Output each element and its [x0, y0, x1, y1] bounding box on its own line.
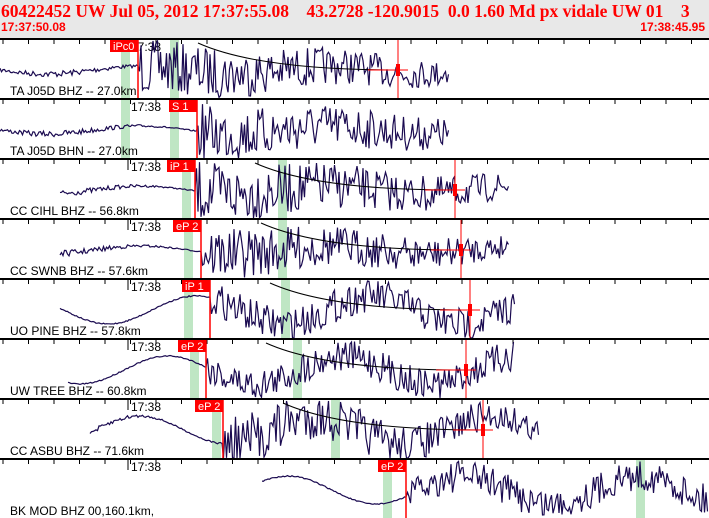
- minute-label: 17:38: [131, 160, 161, 174]
- trace-panel[interactable]: 17:38 S 1 TA J05D BHN -- 27.0km: [0, 98, 709, 159]
- pick-label: eP 2: [181, 341, 203, 353]
- trace-panel[interactable]: 17:38 eP 2 CC SWNB BHZ -- 57.6km: [0, 218, 709, 278]
- pick-window: [121, 40, 130, 98]
- station-label: BK MOD BHZ 00,160.1km,: [10, 504, 154, 518]
- pick-label: iP 1: [185, 281, 204, 293]
- pick-label: S 1: [172, 101, 189, 113]
- pick-window: [278, 160, 287, 218]
- waveform: [89, 400, 540, 460]
- pick-window: [184, 220, 193, 278]
- station-label: CC CIHL BHZ -- 56.8km: [10, 204, 139, 218]
- pick-flag[interactable]: [178, 340, 206, 352]
- coda-marker: [396, 64, 400, 76]
- pick-window: [170, 40, 179, 98]
- event-title: 60422452 UW Jul 05, 2012 17:37:55.08 43.…: [1, 1, 690, 21]
- station-label: CC SWNB BHZ -- 57.6km: [10, 264, 148, 278]
- minute-label: 17:38: [131, 460, 161, 474]
- waveform: [59, 280, 516, 339]
- minute-label: 17:38: [131, 100, 161, 114]
- minute-label: 17:38: [131, 280, 161, 294]
- coda-marker: [464, 364, 468, 376]
- pick-window: [170, 100, 179, 158]
- seismogram-panels[interactable]: 17:38 iPc0 TA J05D BHZ -- 27.0km 17:38 S 1 TA…: [0, 38, 709, 518]
- trace-panel[interactable]: 17:38 iP 1 UO PINE BHZ -- 57.8km: [0, 278, 709, 339]
- minute-label: 17:38: [131, 220, 161, 234]
- pick-label: iPc0: [113, 41, 134, 53]
- pick-flag[interactable]: [182, 280, 210, 292]
- station-label: UO PINE BHZ -- 57.8km: [10, 324, 141, 338]
- pick-window: [190, 340, 199, 398]
- pick-window: [184, 280, 193, 338]
- station-label: UW TREE BHZ -- 60.8km: [10, 384, 146, 398]
- coda-marker: [453, 184, 457, 196]
- waveform: [0, 104, 450, 159]
- trace-panel[interactable]: 17:38 eP 2 UW TREE BHZ -- 60.8km: [0, 338, 709, 400]
- coda-marker: [481, 424, 485, 436]
- waveform: [261, 460, 709, 516]
- end-time: 17:38:45.95: [640, 20, 705, 34]
- pick-window: [212, 400, 221, 458]
- pick-window: [182, 160, 191, 218]
- pick-window: [383, 460, 392, 518]
- event-header: 60422452 UW Jul 05, 2012 17:37:55.08 43.…: [0, 0, 709, 38]
- waveform: [59, 226, 510, 278]
- station-label: TA J05D BHN -- 27.0km: [10, 144, 138, 158]
- coda-curve: [269, 282, 471, 311]
- pick-window: [636, 460, 645, 518]
- pick-flag[interactable]: [169, 100, 197, 112]
- pick-window: [293, 340, 302, 398]
- pick-flag[interactable]: [167, 160, 195, 172]
- waveform: [0, 39, 450, 99]
- minute-label: 17:38: [131, 340, 161, 354]
- coda-curve: [197, 42, 399, 71]
- coda-curve: [260, 222, 462, 251]
- pick-label: eP 2: [381, 461, 403, 473]
- waveform: [59, 162, 510, 220]
- pick-flag[interactable]: [195, 400, 223, 412]
- pick-flag[interactable]: [110, 40, 138, 52]
- coda-marker: [468, 304, 472, 316]
- pick-window: [331, 400, 340, 458]
- trace-panel[interactable]: 17:38 eP 2 BK MOD BHZ 00,160.1km,: [0, 458, 709, 518]
- station-label: TA J05D BHZ -- 27.0km: [10, 84, 136, 98]
- pick-window: [121, 100, 130, 158]
- coda-curve: [254, 162, 456, 191]
- pick-label: eP 2: [176, 221, 198, 233]
- start-time: 17:37:50.08: [1, 20, 66, 34]
- station-label: CC ASBU BHZ -- 71.6km: [10, 444, 144, 458]
- waveform: [67, 340, 515, 400]
- coda-curve: [282, 402, 484, 431]
- pick-window: [281, 280, 290, 338]
- trace-panel[interactable]: 17:38 iP 1 CC CIHL BHZ -- 56.8km: [0, 158, 709, 220]
- pick-label: eP 2: [198, 401, 220, 413]
- minute-label: 17:38: [131, 400, 161, 414]
- coda-curve: [265, 342, 467, 371]
- pick-label: iP 1: [170, 161, 189, 173]
- pick-flag[interactable]: [378, 460, 406, 472]
- pick-flag[interactable]: [173, 220, 201, 232]
- trace-panel[interactable]: 17:38 eP 2 CC ASBU BHZ -- 71.6km: [0, 398, 709, 460]
- coda-marker: [459, 244, 463, 256]
